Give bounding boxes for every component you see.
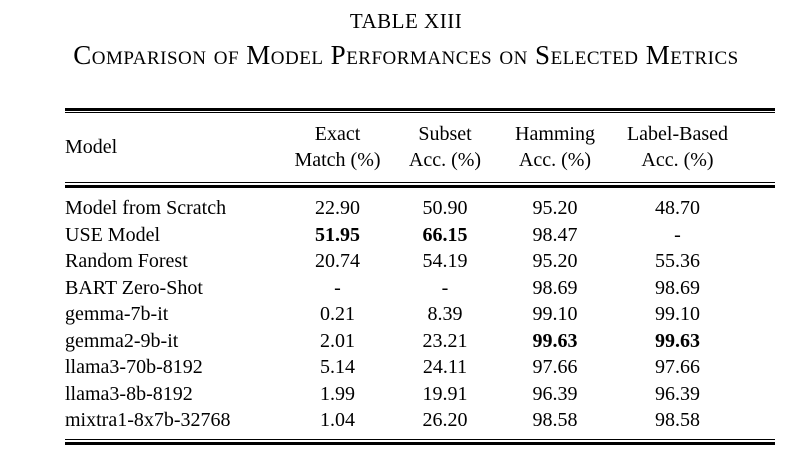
table-cell: 48.70 <box>655 197 700 219</box>
model-name-cell: gemma-7b-it <box>65 303 169 325</box>
table-row: llama3-8b-8192 1.99 19.91 96.39 96.39 <box>65 381 775 408</box>
results-table-container: Model Exact Match (%) Subset Acc. (%) Ha… <box>65 108 775 445</box>
table-row: mixtra1-8x7b-32768 1.04 26.20 98.58 98.5… <box>65 407 775 439</box>
table-cell: 1.04 <box>320 409 355 431</box>
table-cell: 98.47 <box>532 223 578 246</box>
table-caption: TABLE XIII Comparison of Model Performan… <box>0 9 812 70</box>
table-cell: 66.15 <box>422 223 468 246</box>
model-name-cell: Random Forest <box>65 250 188 272</box>
table-mid-rule <box>65 182 775 188</box>
table-cell: 54.19 <box>422 250 468 272</box>
table-cell: 96.39 <box>655 382 700 405</box>
column-header-label-based-acc: Label-Based Acc. (%) <box>626 123 729 171</box>
results-table-body: Model from Scratch 22.90 50.90 95.20 48.… <box>65 188 775 439</box>
column-header-exact-match: Exact Match (%) <box>294 123 381 171</box>
column-header-hamming-acc: Hamming Acc. (%) <box>515 123 595 171</box>
table-cell: 20.74 <box>315 250 360 272</box>
table-row: llama3-70b-8192 5.14 24.11 97.66 97.66 <box>65 354 775 381</box>
table-cell: 99.63 <box>532 329 578 352</box>
table-cell: - <box>334 276 341 299</box>
table-cell: 95.20 <box>532 197 578 219</box>
table-cell: 99.10 <box>532 303 578 325</box>
table-cell: 19.91 <box>422 382 468 405</box>
table-cell: 55.36 <box>655 250 700 272</box>
header-row: Model Exact Match (%) Subset Acc. (%) Ha… <box>65 113 775 182</box>
table-row: USE Model 51.95 66.15 98.47 - <box>65 222 775 249</box>
table-cell: 1.99 <box>320 382 355 405</box>
table-cell: 98.58 <box>655 409 700 431</box>
table-bottom-rule <box>65 438 775 445</box>
model-name-cell: mixtra1-8x7b-32768 <box>65 409 231 431</box>
table-cell: 98.69 <box>532 276 578 299</box>
table-row: Random Forest 20.74 54.19 95.20 55.36 <box>65 248 775 275</box>
table-header: Model Exact Match (%) Subset Acc. (%) Ha… <box>65 113 775 182</box>
table-body: Model from Scratch 22.90 50.90 95.20 48.… <box>65 188 775 439</box>
table-cell: 2.01 <box>320 329 355 352</box>
column-header-model: Model <box>65 136 118 158</box>
model-name-cell: llama3-8b-8192 <box>65 382 193 405</box>
table-cell: 26.20 <box>422 409 468 431</box>
table-row: Model from Scratch 22.90 50.90 95.20 48.… <box>65 188 775 222</box>
model-name-cell: gemma2-9b-it <box>65 329 179 352</box>
table-number: TABLE XIII <box>349 9 463 33</box>
paper-page: { "page": { "background": "#ffffff", "te… <box>0 9 812 453</box>
table-cell: 23.21 <box>422 329 468 352</box>
model-name-cell: USE Model <box>65 223 160 246</box>
table-top-rule <box>65 108 775 113</box>
table-cell: 96.39 <box>532 382 578 405</box>
table-cell: 97.66 <box>532 356 578 378</box>
table-cell: 0.21 <box>320 303 355 325</box>
model-name-cell: llama3-70b-8192 <box>65 356 203 378</box>
table-row: gemma2-9b-it 2.01 23.21 99.63 99.63 <box>65 328 775 355</box>
table-cell: 98.58 <box>532 409 578 431</box>
table-cell: 8.39 <box>427 303 463 325</box>
results-table: Model Exact Match (%) Subset Acc. (%) Ha… <box>65 113 775 182</box>
model-name-cell: Model from Scratch <box>65 197 227 219</box>
table-cell: 51.95 <box>315 223 360 246</box>
table-cell: 97.66 <box>655 356 700 378</box>
table-cell: 99.10 <box>655 303 700 325</box>
table-row: BART Zero-Shot - - 98.69 98.69 <box>65 275 775 302</box>
column-header-subset-acc: Subset Acc. (%) <box>408 123 482 171</box>
table-cell: - <box>674 223 681 246</box>
table-row: gemma-7b-it 0.21 8.39 99.10 99.10 <box>65 301 775 328</box>
table-title: Comparison of Model Performances on Sele… <box>73 40 739 70</box>
table-cell: 22.90 <box>315 197 360 219</box>
table-cell: 24.11 <box>422 356 468 378</box>
model-name-cell: BART Zero-Shot <box>65 276 203 299</box>
table-cell: 95.20 <box>532 250 578 272</box>
table-cell: 98.69 <box>655 276 700 299</box>
table-cell: 50.90 <box>422 197 468 219</box>
table-cell: 99.63 <box>655 329 700 352</box>
table-cell: 5.14 <box>320 356 355 378</box>
table-cell: - <box>441 276 449 299</box>
